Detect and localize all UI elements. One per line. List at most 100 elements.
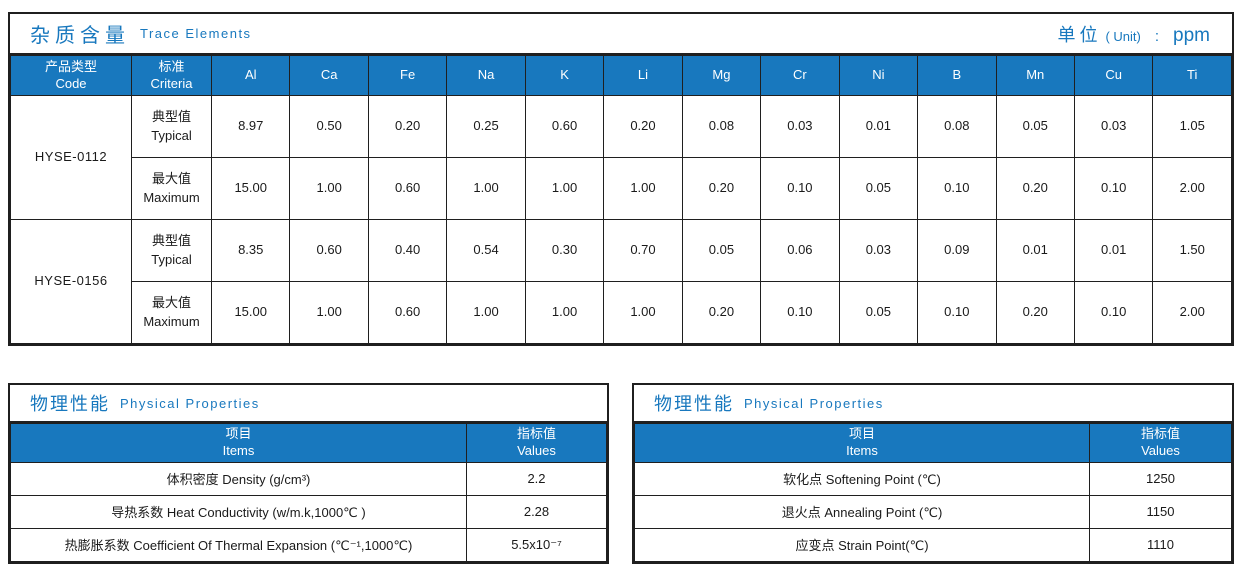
- value-cell: 0.20: [367, 95, 448, 158]
- criteria-cell: 最大值 Maximum: [131, 281, 212, 344]
- value-cell: 0.06: [760, 219, 840, 282]
- physical-properties-left-title-band: 物理性能 Physical Properties: [10, 385, 607, 423]
- items-column-header-en: Items: [846, 442, 878, 458]
- unit-label-group: 单位 ( Unit) : ppm: [1057, 21, 1210, 47]
- value-cell: 0.09: [917, 219, 997, 282]
- table-row-heat-conductivity: 导热系数 Heat Conductivity (w/m.k,1000℃ ) 2.…: [10, 494, 607, 529]
- value-cell: 0.60: [524, 95, 605, 158]
- value-cell: 0.05: [995, 95, 1075, 158]
- value-cell: 1150: [1089, 494, 1232, 529]
- element-column-header-al: Al: [210, 55, 291, 96]
- value-cell: 0.20: [681, 281, 762, 344]
- items-column-header-zh: 项目: [225, 426, 252, 441]
- value-cell: 0.10: [1073, 281, 1154, 344]
- value-cell: 0.05: [838, 281, 919, 344]
- criteria-label-en: Maximum: [143, 313, 200, 329]
- trace-elements-title-zh: 杂质含量: [30, 25, 130, 47]
- value-cell: 0.10: [760, 157, 840, 220]
- physical-properties-right-title-band: 物理性能 Physical Properties: [634, 385, 1232, 423]
- physical-properties-right-table: 项目 Items 指标值 Values 软化点 Softening Point …: [634, 423, 1232, 562]
- item-cell: 退火点 Annealing Point (℃): [634, 494, 1090, 529]
- value-cell: 0.70: [603, 219, 683, 282]
- element-column-header-b: B: [917, 55, 997, 96]
- criteria-label-zh: 典型值: [151, 108, 191, 124]
- value-cell: 1.00: [446, 281, 526, 344]
- table-row-hyse0112-maximum: 最大值 Maximum 15.00 1.00 0.60 1.00 1.00 1.…: [11, 157, 1232, 220]
- element-column-header-k: K: [524, 55, 605, 96]
- value-cell: 2.00: [1152, 157, 1232, 220]
- items-column-header-en: Items: [222, 442, 255, 458]
- table-row-softening-point: 软化点 Softening Point (℃) 1250: [634, 461, 1232, 496]
- value-cell: 1.00: [524, 157, 605, 220]
- item-cell: 软化点 Softening Point (℃): [634, 461, 1090, 496]
- value-cell: 0.20: [681, 157, 762, 220]
- items-column-header-zh: 项目: [848, 426, 875, 441]
- value-cell: 1250: [1089, 461, 1232, 496]
- physical-properties-right-panel: 物理性能 Physical Properties 项目 Items 指标值 Va…: [632, 383, 1234, 564]
- value-cell: 2.28: [466, 494, 607, 529]
- criteria-cell: 典型值 Typical: [131, 219, 212, 282]
- values-column-header: 指标值 Values: [1089, 423, 1232, 463]
- value-cell: 1.00: [289, 281, 369, 344]
- criteria-label-en: Maximum: [143, 189, 200, 205]
- physical-properties-left-title-zh: 物理性能: [30, 394, 110, 414]
- value-cell: 1.00: [446, 157, 526, 220]
- physical-properties-right-title-en: Physical Properties: [744, 395, 884, 411]
- value-cell: 2.2: [466, 461, 607, 496]
- value-cell: 0.03: [760, 95, 840, 158]
- table-row-hyse0112-typical: HYSE-0112 典型值 Typical 8.97 0.50 0.20 0.2…: [10, 95, 1232, 220]
- physical-properties-left-table: 项目 Items 指标值 Values 体积密度 Density (g/cm³)…: [10, 423, 607, 562]
- value-cell: 0.05: [681, 219, 762, 282]
- value-cell: 1.00: [603, 281, 683, 344]
- value-cell: 0.01: [1073, 219, 1154, 282]
- item-cell: 导热系数 Heat Conductivity (w/m.k,1000℃ ): [10, 494, 467, 529]
- value-cell: 0.60: [367, 281, 448, 344]
- code-column-header-en: Code: [55, 75, 87, 91]
- value-cell: 8.97: [210, 95, 291, 158]
- criteria-column-header: 标准 Criteria: [131, 55, 212, 96]
- values-column-header-zh: 指标值: [1140, 426, 1180, 441]
- items-column-header: 项目 Items: [10, 423, 467, 463]
- values-column-header: 指标值 Values: [466, 423, 607, 463]
- trace-elements-panel: 杂质含量 Trace Elements 单位 ( Unit) : ppm 产品类…: [8, 12, 1234, 346]
- table-row-hyse0156-maximum: 最大值 Maximum 15.00 1.00 0.60 1.00 1.00 1.…: [11, 281, 1232, 344]
- value-cell: 1.50: [1152, 219, 1232, 282]
- unit-value: ppm: [1173, 24, 1210, 46]
- value-cell: 15.00: [210, 281, 291, 344]
- criteria-cell: 最大值 Maximum: [131, 157, 212, 220]
- table-row-thermal-expansion: 热膨胀系数 Coefficient Of Thermal Expansion (…: [10, 527, 607, 562]
- element-column-header-cr: Cr: [760, 55, 840, 96]
- value-cell: 15.00: [210, 157, 291, 220]
- values-column-header-en: Values: [1141, 442, 1180, 458]
- physical-properties-right-title-zh: 物理性能: [654, 394, 734, 414]
- value-cell: 0.10: [917, 157, 997, 220]
- unit-label-zh: 单位: [1057, 24, 1102, 45]
- value-cell: 0.01: [838, 95, 919, 158]
- value-cell: 0.10: [760, 281, 840, 344]
- value-cell: 0.03: [838, 219, 919, 282]
- value-cell: 0.10: [1073, 157, 1154, 220]
- value-cell: 0.03: [1073, 95, 1154, 158]
- trace-elements-title-en: Trace Elements: [140, 26, 252, 41]
- element-column-header-mn: Mn: [995, 55, 1075, 96]
- value-cell: 8.35: [210, 219, 291, 282]
- product-code-cell: HYSE-0112: [10, 95, 132, 220]
- table-row-density: 体积密度 Density (g/cm³) 2.2: [10, 461, 607, 496]
- item-cell: 体积密度 Density (g/cm³): [10, 461, 467, 496]
- value-cell: 1.00: [524, 281, 605, 344]
- value-cell: 0.60: [289, 219, 369, 282]
- table-row-annealing-point: 退火点 Annealing Point (℃) 1150: [634, 494, 1232, 529]
- physical-properties-left-panel: 物理性能 Physical Properties 项目 Items 指标值 Va…: [8, 383, 609, 564]
- criteria-label-zh: 典型值: [151, 232, 191, 248]
- table-row-hyse0156-typical: HYSE-0156 典型值 Typical 8.35 0.60 0.40 0.5…: [10, 219, 1232, 344]
- value-cell: 0.50: [289, 95, 369, 158]
- element-column-header-fe: Fe: [367, 55, 448, 96]
- value-cell: 0.08: [917, 95, 997, 158]
- trace-elements-title-band: 杂质含量 Trace Elements 单位 ( Unit) : ppm: [10, 14, 1232, 55]
- element-column-header-cu: Cu: [1073, 55, 1154, 96]
- value-cell: 2.00: [1152, 281, 1232, 344]
- element-column-header-ni: Ni: [838, 55, 919, 96]
- value-cell: 0.54: [446, 219, 526, 282]
- value-cell: 1.00: [603, 157, 683, 220]
- value-cell: 0.60: [367, 157, 448, 220]
